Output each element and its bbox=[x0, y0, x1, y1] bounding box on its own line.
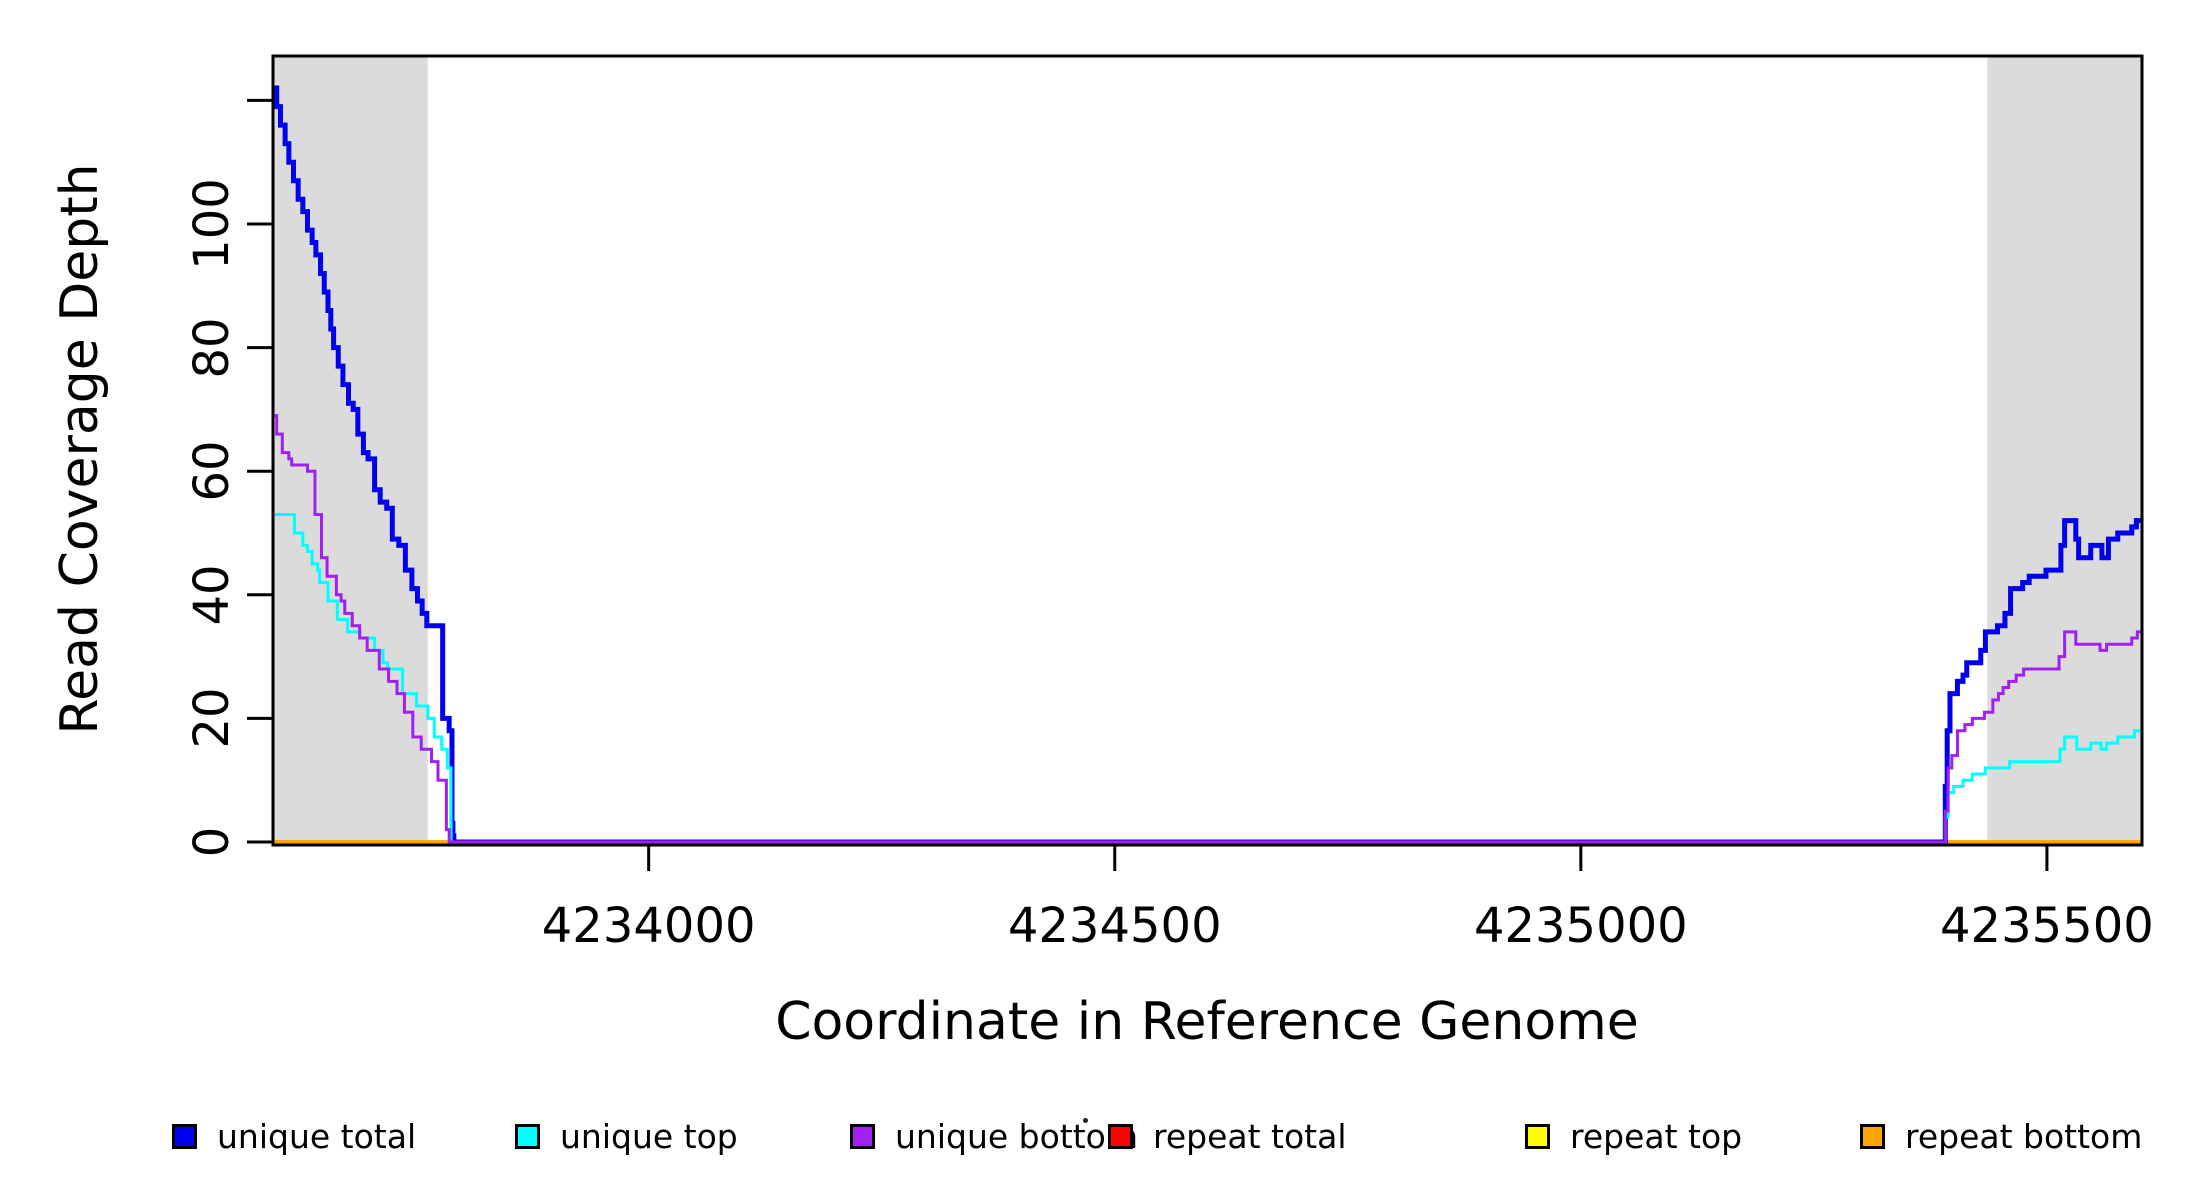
y-tick-label: 80 bbox=[184, 317, 240, 379]
legend-swatch-repeat-top bbox=[1525, 1123, 1550, 1149]
series-unique-top bbox=[273, 512, 2142, 844]
series-unique-total bbox=[273, 85, 2142, 845]
legend-label: repeat total bbox=[1153, 1116, 1347, 1156]
legend-entry-unique-total: unique total bbox=[172, 1116, 417, 1156]
legend-swatch-unique-top bbox=[515, 1123, 540, 1149]
legend-entry-repeat-top: repeat top bbox=[1525, 1116, 1743, 1156]
series-unique-bottom bbox=[273, 414, 2142, 844]
x-tick-label: 4234000 bbox=[541, 898, 756, 954]
legend-label: repeat top bbox=[1570, 1116, 1743, 1156]
legend-entry-repeat-total: repeat total bbox=[1108, 1116, 1347, 1156]
y-tick-label: 20 bbox=[184, 687, 240, 749]
legend-entry-unique-bottom: unique bottom bbox=[850, 1116, 1139, 1156]
y-tick-label: 0 bbox=[184, 826, 240, 858]
legend-label: unique total bbox=[217, 1116, 417, 1156]
legend-entry-repeat-bottom: repeat bottom bbox=[1860, 1116, 2143, 1156]
x-tick-label: 4235500 bbox=[1940, 898, 2154, 954]
legend-label: unique top bbox=[560, 1116, 738, 1156]
y-tick-label: 60 bbox=[184, 440, 240, 502]
legend-swatch-unique-total bbox=[172, 1123, 197, 1149]
legend-entry-unique-top: unique top bbox=[515, 1116, 738, 1156]
stray-dot bbox=[1083, 1118, 1088, 1123]
plot-box bbox=[271, 54, 2144, 847]
x-tick-label: 4234500 bbox=[1007, 898, 1222, 954]
y-tick-label: 40 bbox=[184, 564, 240, 626]
legend-swatch-unique-bottom bbox=[850, 1123, 875, 1149]
legend-swatch-repeat-bottom bbox=[1860, 1123, 1885, 1149]
legend-label: repeat bottom bbox=[1905, 1116, 2143, 1156]
legend-label: unique bottom bbox=[895, 1116, 1139, 1156]
legend-swatch-repeat-total bbox=[1108, 1123, 1133, 1149]
y-tick-label: 100 bbox=[184, 178, 240, 270]
repeat-region-left bbox=[273, 57, 428, 842]
x-axis-title: Coordinate in Reference Genome bbox=[775, 992, 1639, 1052]
x-tick-label: 4235000 bbox=[1473, 898, 1688, 954]
repeat-region-right bbox=[1987, 57, 2142, 842]
y-axis-title: Read Coverage Depth bbox=[50, 163, 110, 735]
plot-background bbox=[273, 56, 2142, 845]
